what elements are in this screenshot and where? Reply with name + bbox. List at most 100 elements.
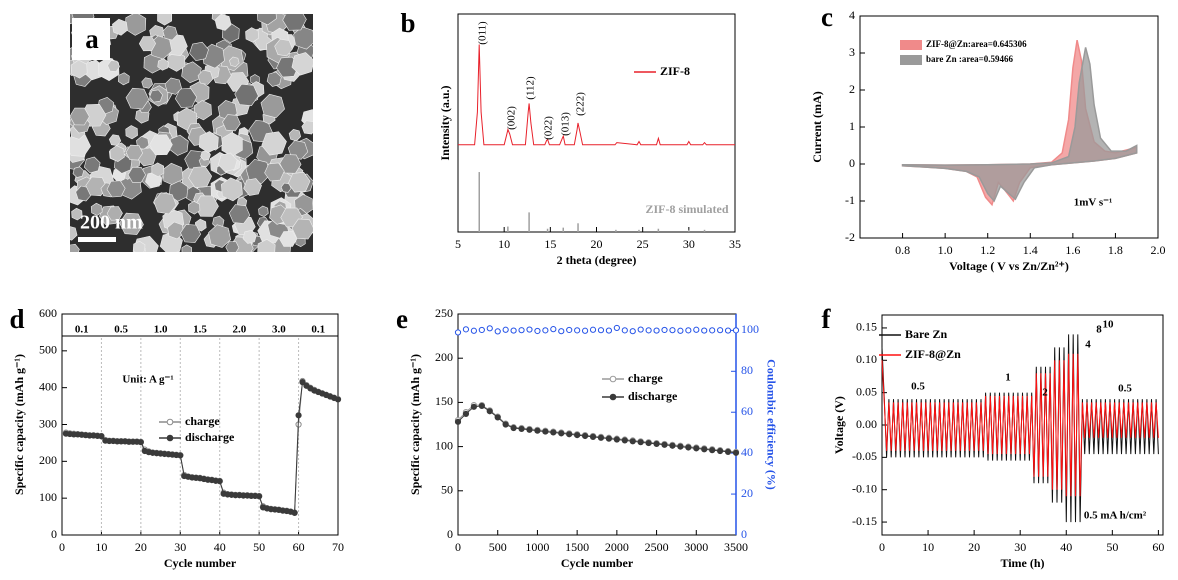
- sem-image: [70, 14, 313, 252]
- marker: [518, 425, 525, 433]
- marker: [677, 443, 684, 450]
- crystal: [193, 100, 212, 121]
- crystal: [167, 221, 185, 240]
- x-axis-label: Cycle number: [561, 556, 634, 570]
- x-tick-label: 10: [498, 237, 510, 251]
- crystal: [119, 212, 144, 235]
- crystal: [242, 229, 257, 244]
- rate-label: 0.1: [311, 324, 325, 336]
- crystal: [125, 144, 144, 161]
- crystal: [125, 125, 138, 140]
- crystal: [180, 224, 202, 243]
- x-tick-label: 20: [135, 540, 147, 554]
- x-tick-label: 2000: [605, 540, 629, 554]
- scale-bar: [78, 237, 116, 242]
- x-tick-label: 1000: [525, 540, 549, 554]
- marker: [581, 327, 589, 334]
- x-tick-label: 1.2: [980, 243, 995, 257]
- marker: [542, 428, 549, 435]
- legend-label: ZIF-8@Zn:area=0.645306: [926, 39, 1027, 49]
- crystal: [125, 14, 147, 36]
- y-tick-label: 2: [849, 82, 855, 96]
- marker: [701, 446, 708, 453]
- marker: [661, 441, 668, 448]
- crystal: [149, 35, 173, 60]
- marker: [693, 326, 700, 333]
- y-tick-label: -0.15: [852, 514, 877, 528]
- crystal: [106, 206, 123, 221]
- y-tick-label: 0: [51, 527, 57, 541]
- x-tick-label: 1.4: [1023, 243, 1038, 257]
- legend-label: discharge: [185, 430, 235, 444]
- legend-label: charge: [628, 371, 663, 385]
- y-tick-label: -2: [845, 230, 855, 244]
- x-tick-label: 2.0: [1151, 243, 1166, 257]
- x-axis-label: Cycle number: [164, 556, 237, 570]
- legend-label: bare Zn :area=0.59466: [926, 54, 1014, 64]
- y2-tick-label: 0: [741, 527, 747, 541]
- series-line: [458, 44, 735, 146]
- crystal: [245, 158, 271, 184]
- crystal: [70, 226, 78, 241]
- marker: [613, 324, 620, 332]
- peak-label: (011): [477, 21, 489, 45]
- marker: [685, 327, 692, 334]
- x-tick-label: 1500: [565, 540, 589, 554]
- crystal: [288, 128, 302, 142]
- legend-label: discharge: [628, 389, 678, 403]
- legend-marker: [166, 418, 174, 426]
- crystal: [243, 178, 262, 196]
- y-tick-label: -0.05: [852, 449, 877, 463]
- x-tick-label: 1.6: [1065, 243, 1080, 257]
- crystal: [266, 71, 282, 87]
- marker: [637, 439, 644, 446]
- marker: [216, 478, 223, 485]
- marker: [645, 327, 652, 334]
- crystal: [197, 69, 214, 85]
- legend-label: ZIF-8: [660, 64, 690, 78]
- crystal: [261, 131, 287, 156]
- peak-label: (013): [560, 112, 572, 136]
- crystal: [71, 207, 83, 221]
- panel-letter: f: [822, 304, 832, 334]
- marker: [724, 327, 732, 334]
- crystal: [189, 41, 209, 62]
- crystal: [256, 14, 277, 26]
- crystal: [141, 77, 153, 89]
- plot-frame: [61, 313, 339, 536]
- marker: [494, 328, 501, 335]
- marker: [589, 326, 597, 333]
- crystal: [125, 87, 150, 110]
- y-axis-label: Intensity (a.u.): [438, 85, 452, 160]
- marker: [732, 449, 740, 456]
- marker: [454, 329, 462, 336]
- annotation: 8: [1096, 324, 1102, 336]
- marker: [518, 327, 525, 334]
- y2-axis-label: Coulombic efficiency (%): [764, 359, 778, 490]
- marker: [621, 327, 628, 334]
- y2-tick-label: 80: [741, 363, 753, 377]
- x-tick-label: 10: [922, 540, 934, 554]
- plot-frame: [457, 313, 737, 536]
- crystal: [264, 162, 285, 182]
- y2-tick-label: 60: [741, 404, 753, 418]
- legend-swatch: [900, 40, 922, 50]
- series-line: [881, 353, 1159, 497]
- x-axis-label: Voltage ( V vs Zn/Zn²⁺): [949, 259, 1069, 273]
- x-tick-label: 50: [253, 540, 265, 554]
- crystal: [225, 241, 240, 252]
- scale-bar-label: 200 nm: [80, 212, 143, 234]
- x-tick-label: 40: [214, 540, 226, 554]
- marker: [669, 327, 676, 334]
- series-line: [881, 334, 1159, 523]
- marker: [462, 410, 470, 417]
- marker: [550, 326, 557, 333]
- y-tick-label: 200: [39, 453, 57, 467]
- y-tick-label: 0.05: [856, 384, 877, 398]
- annotation: 4: [1085, 339, 1091, 351]
- annotation: 10: [1103, 319, 1115, 331]
- crystal: [149, 134, 173, 156]
- marker: [566, 431, 573, 438]
